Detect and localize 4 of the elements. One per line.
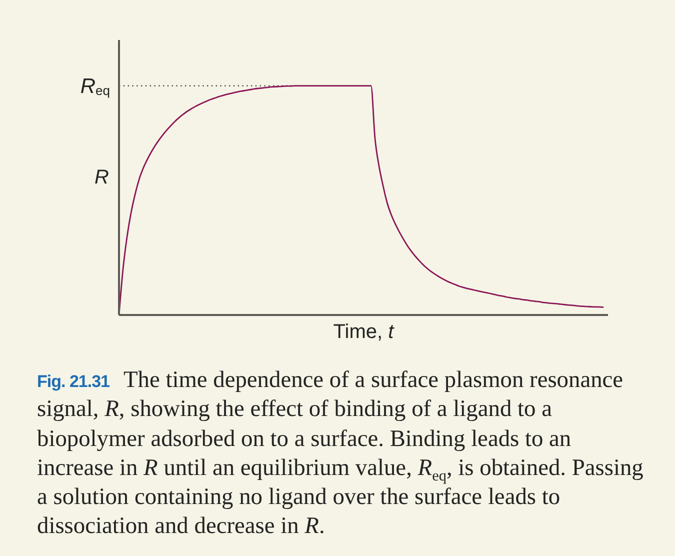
ref-line-label: R$_{eq}$ (80, 74, 110, 98)
text: Fig. 21.31 The time dependence of a surface plasmon resonance signal, R, showing the effect of binding of a ligand to a biopolymer adsorbed on to a surface. Binding leads to an increase in R until an equilibrium value, R$_{eq}$, is obtained. Passing a solution containing no ligand over the surface leads to dissociation and decrease in R. (37, 367, 644, 540)
y-axis-title: R (94, 166, 109, 188)
x-axis-title: Time, t (333, 321, 396, 343)
